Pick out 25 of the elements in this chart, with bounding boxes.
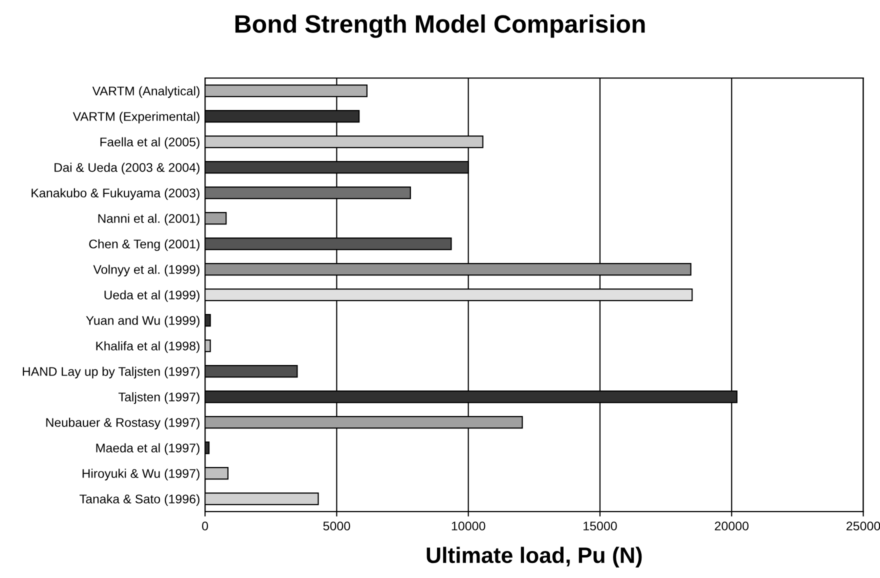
y-tick-label: Volnyy et al. (1999) [93, 264, 200, 276]
y-tick-label: Yuan and Wu (1999) [86, 316, 200, 328]
y-tick-label: VARTM (Experimental) [72, 112, 200, 124]
y-tick-label: Hiroyuki & Wu (1997) [82, 468, 200, 480]
y-tick-label: Maeda et al (1997) [96, 443, 200, 455]
y-tick-label: Ueda et al (1999) [104, 290, 200, 302]
y-tick-label: Taljsten (1997) [118, 392, 200, 404]
y-tick-label: VARTM (Analytical) [92, 86, 200, 98]
y-tick-label: Tanaka & Sato (1996) [80, 494, 200, 506]
y-tick-label: Nanni et al. (2001) [98, 214, 200, 226]
y-tick-label: Faella et al (2005) [100, 137, 200, 149]
x-tick-label: 20000 [714, 522, 749, 530]
x-tick-label: 10000 [452, 522, 486, 530]
y-tick-label: Dai & Ueda (2003 & 2004) [54, 162, 200, 174]
y-tick-label: Chen & Teng (2001) [89, 239, 200, 251]
x-tick-label: 5000 [323, 522, 350, 530]
x-tick-label: 15000 [584, 522, 617, 530]
x-axis-title: Ultimate load, Pu (N) [426, 546, 642, 568]
y-tick-label: HAND Lay up by Taljsten (1997) [22, 366, 200, 378]
y-tick-label: Khalifa et al (1998) [96, 341, 200, 353]
chart-title: Bond Strength Model Comparision [235, 14, 645, 38]
x-tick-label: 0 [202, 522, 208, 530]
y-tick-label: Kanakubo & Fukuyama (2003) [32, 188, 200, 200]
x-tick-label: 25000 [846, 522, 880, 530]
y-tick-label: Neubauer & Rostasy (1997) [46, 418, 200, 430]
